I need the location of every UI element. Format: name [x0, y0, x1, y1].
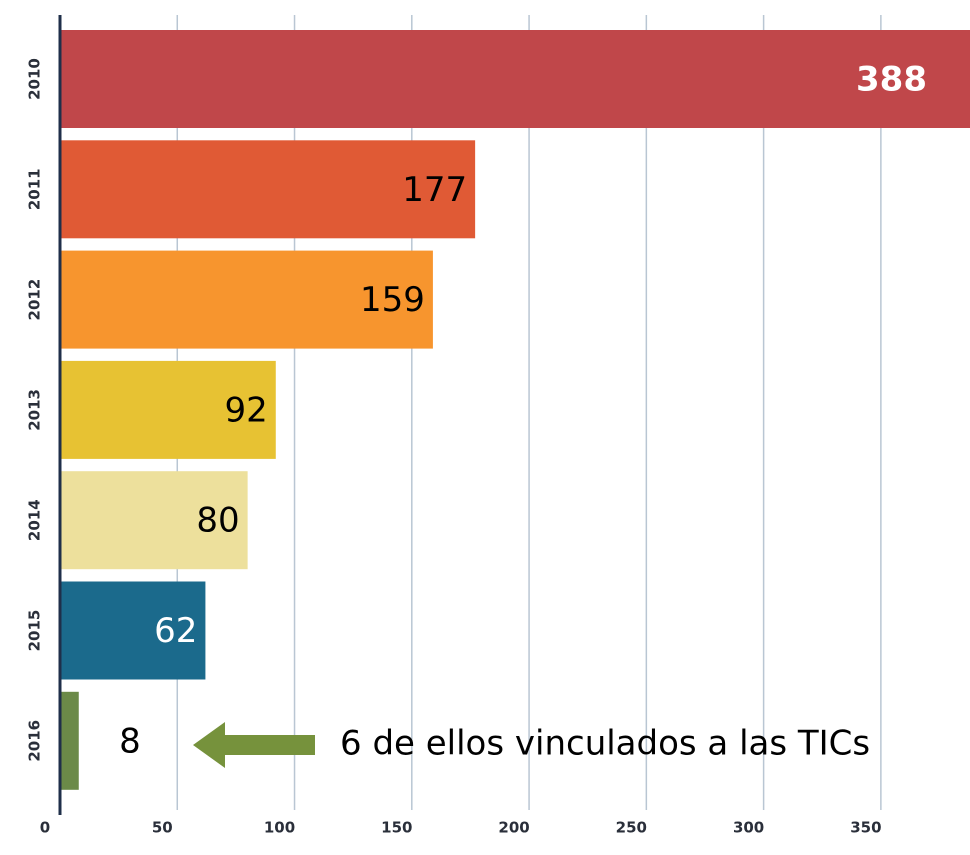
x-tick-label: 0: [40, 819, 50, 837]
value-label: 388: [856, 60, 927, 100]
value-label: 92: [225, 390, 268, 430]
bar: [60, 250, 433, 349]
x-tick-label: 350: [850, 819, 881, 837]
x-tick-label: 200: [498, 819, 529, 837]
x-tick-label: 300: [733, 819, 764, 837]
bar: [60, 471, 248, 570]
value-label: 8: [119, 721, 141, 761]
x-tick-label: 150: [381, 819, 412, 837]
annotation-arrow: [193, 722, 315, 768]
value-label: 177: [402, 170, 467, 210]
value-label: 159: [360, 280, 425, 320]
value-label: 80: [196, 501, 239, 541]
y-tick-label: 2011: [26, 168, 44, 210]
y-tick-label: 2010: [26, 58, 44, 100]
bar: [60, 360, 276, 459]
bars: [60, 30, 970, 790]
grid: [176, 15, 882, 810]
bar: [60, 30, 970, 128]
x-tick-label: 250: [616, 819, 647, 837]
bar: [60, 140, 476, 239]
y-tick-label: 2013: [26, 389, 44, 431]
x-tick-label: 50: [152, 819, 173, 837]
y-tick-label: 2012: [26, 279, 44, 321]
y-tick-label: 2015: [26, 610, 44, 652]
bar: [60, 691, 79, 790]
annotation: 6 de ellos vinculados a las TICs: [340, 724, 870, 764]
value-label: 62: [154, 611, 197, 651]
bar: [60, 581, 206, 680]
y-tick-label: 2014: [26, 499, 44, 541]
y-tick-label: 2016: [26, 720, 44, 762]
x-tick-label: 100: [264, 819, 295, 837]
